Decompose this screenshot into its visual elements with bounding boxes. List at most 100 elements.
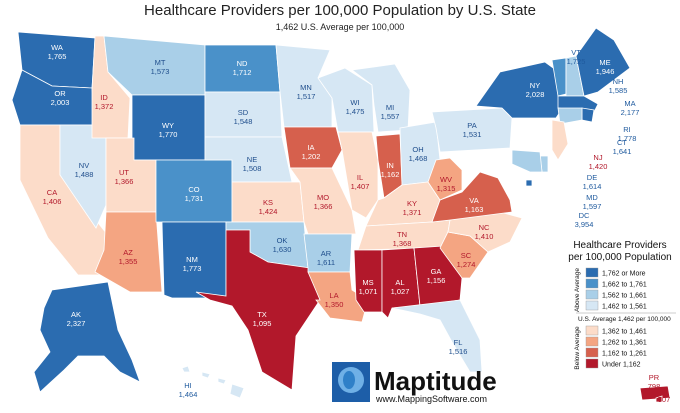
state-abbr: MD	[586, 193, 598, 202]
state-abbr: NV	[79, 161, 89, 170]
state-abbr: VA	[469, 196, 478, 205]
state-value: 1,163	[465, 205, 484, 214]
state-abbr: OH	[412, 145, 423, 154]
state-value: 1,162	[381, 170, 400, 179]
state	[551, 119, 569, 161]
state-value: 1,156	[427, 276, 446, 285]
state-abbr: IL	[357, 173, 363, 182]
state-abbr: CT	[617, 138, 627, 147]
state-abbr: WY	[162, 121, 174, 130]
state-abbr: AL	[395, 278, 404, 287]
legend-average: U.S. Average 1,462 per 100,000	[578, 316, 671, 323]
legend-swatch	[585, 336, 599, 347]
state-value: 1,027	[391, 287, 410, 296]
state-value: 1,420	[589, 162, 608, 171]
state	[639, 385, 671, 401]
state	[427, 157, 463, 201]
state-abbr: FL	[454, 338, 463, 347]
state-value: 1,731	[185, 194, 204, 203]
state	[391, 299, 483, 373]
state	[161, 221, 227, 299]
state-abbr: ND	[237, 59, 248, 68]
legend-swatch	[585, 278, 599, 289]
legend-label: 1,562 to 1,661	[602, 293, 647, 300]
state-abbr: MT	[155, 58, 166, 67]
legend-swatch	[585, 300, 599, 311]
state-value: 1,557	[381, 112, 400, 121]
state-value: 2,177	[621, 108, 640, 117]
state-value: 3,954	[575, 220, 594, 229]
state-value: 1,071	[359, 287, 378, 296]
state-abbr: OR	[54, 89, 66, 98]
state-value: 1,368	[393, 239, 412, 248]
state-abbr: WV	[440, 175, 452, 184]
state-value: 1,355	[119, 257, 138, 266]
state	[525, 179, 533, 187]
state	[195, 229, 321, 391]
state-abbr: HI	[184, 381, 192, 390]
state-value: 1,517	[297, 92, 316, 101]
state-abbr: WA	[51, 43, 63, 52]
state-value: 1,202	[302, 152, 321, 161]
state-value: 1,765	[48, 52, 67, 61]
state-abbr: MN	[300, 83, 312, 92]
state	[350, 63, 411, 133]
state-value: 507	[658, 395, 671, 404]
state-abbr: VT	[571, 48, 581, 57]
state	[181, 365, 191, 373]
states	[11, 27, 671, 403]
state-abbr: NY	[530, 81, 540, 90]
state-labels: WA1,765OR2,003CA1,406NV1,488ID1,372MT1,5…	[43, 43, 671, 404]
state	[283, 126, 343, 169]
state-abbr: RI	[623, 125, 631, 134]
state	[217, 377, 227, 385]
state-value: 1,095	[253, 319, 272, 328]
state	[581, 107, 595, 123]
state-abbr: ID	[100, 93, 108, 102]
state-abbr: AZ	[123, 248, 133, 257]
state-value: 1,548	[234, 117, 253, 126]
state	[655, 395, 663, 403]
state-abbr: DC	[579, 211, 590, 220]
state	[275, 44, 333, 128]
state-value: 2,327	[67, 319, 86, 328]
state-value: 1,725	[567, 57, 586, 66]
state-abbr: MA	[624, 99, 635, 108]
legend-swatch	[585, 289, 599, 300]
state-value: 1,946	[596, 67, 615, 76]
state-abbr: AR	[321, 249, 332, 258]
state	[307, 271, 369, 323]
state-abbr: NE	[247, 155, 257, 164]
state-abbr: NM	[186, 255, 198, 264]
state-value: 1,372	[95, 102, 114, 111]
state-abbr: ME	[599, 58, 610, 67]
state-abbr: NJ	[593, 153, 602, 162]
state-abbr: MS	[362, 278, 373, 287]
legend-label: 1,462 to 1,561	[602, 304, 647, 311]
state	[431, 171, 513, 223]
legend-swatch	[585, 347, 599, 358]
legend-swatch	[585, 267, 599, 278]
state	[353, 249, 383, 313]
state-abbr: SD	[238, 108, 249, 117]
logo-name: Maptitude	[374, 366, 497, 396]
state-abbr: CA	[47, 188, 57, 197]
state-abbr: LA	[329, 291, 338, 300]
state	[511, 149, 543, 173]
state-value: 1,315	[437, 184, 456, 193]
state-value: 1,468	[409, 154, 428, 163]
state-value: 1,712	[233, 68, 252, 77]
state-abbr: VI	[660, 386, 667, 395]
state-value: 1,778	[618, 134, 637, 143]
state	[229, 383, 245, 399]
state	[33, 281, 141, 393]
subtitle: 1,462 U.S. Average per 100,000	[276, 22, 404, 32]
state-abbr: MO	[317, 193, 329, 202]
state-value: 1,464	[179, 390, 198, 399]
state-value: 1,573	[151, 67, 170, 76]
state-value: 1,488	[75, 170, 94, 179]
legend-swatch	[585, 325, 599, 336]
state-abbr: NC	[479, 223, 490, 232]
